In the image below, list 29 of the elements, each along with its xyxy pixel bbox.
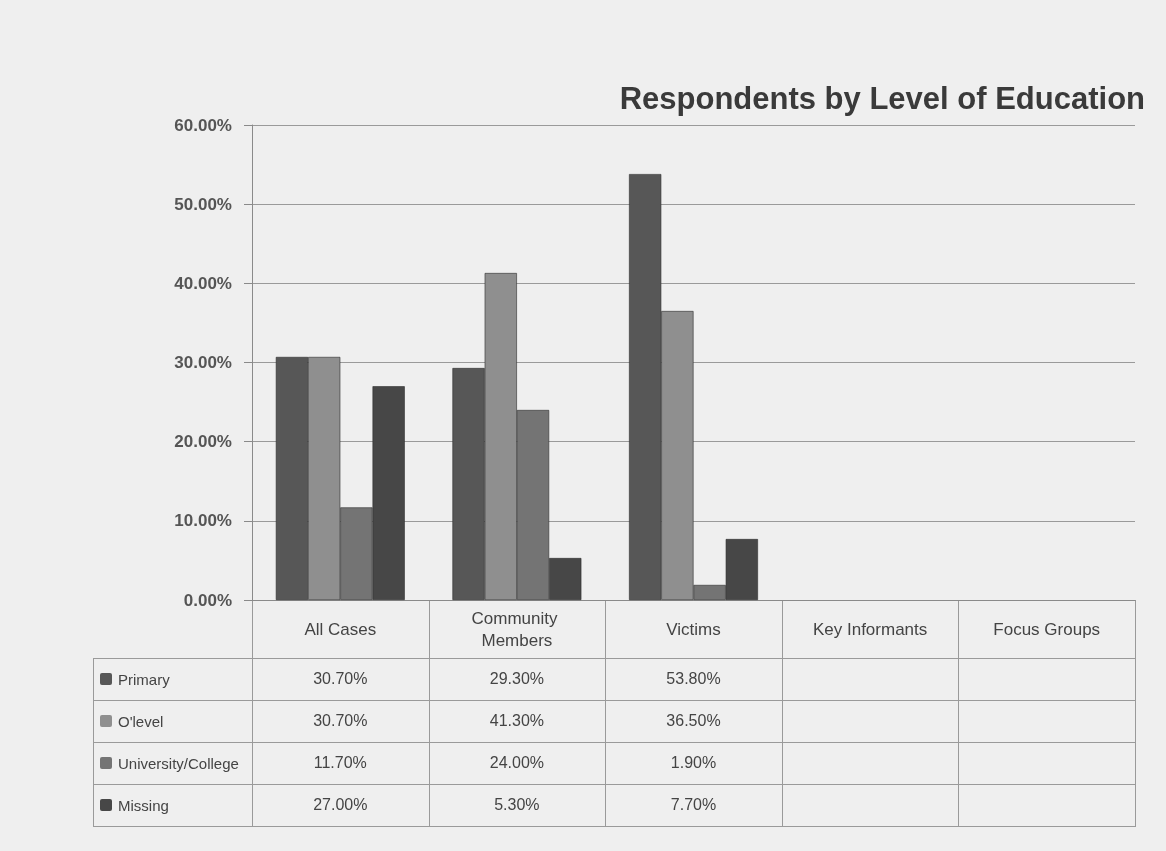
data-label: 30.70% xyxy=(313,712,368,730)
x-tick-label: Focus Groups xyxy=(993,619,1101,639)
y-tick-label: 50.00% xyxy=(174,194,232,214)
legend-label: Missing xyxy=(118,796,169,814)
data-label: 5.30% xyxy=(494,796,540,814)
y-tick-label: 40.00% xyxy=(174,273,232,293)
data-label: 29.30% xyxy=(489,670,545,688)
data-label: 7.70% xyxy=(670,796,717,814)
x-tick-label: Key Informants xyxy=(812,619,928,639)
data-label: 53.80% xyxy=(666,670,721,688)
data-label: 36.50% xyxy=(666,712,721,730)
legend-label: O'level xyxy=(118,712,164,730)
data-label: 24.00% xyxy=(489,754,545,772)
legend-label: Primary xyxy=(118,670,170,688)
data-label: 11.70% xyxy=(313,754,367,772)
y-tick-label: 10.00% xyxy=(174,511,232,531)
x-tick-label: All Cases xyxy=(304,619,377,639)
y-tick-label: 0.00% xyxy=(183,590,232,610)
x-tick-label: Community Members xyxy=(471,608,563,650)
data-label: 1.90% xyxy=(670,754,717,772)
data-label: 27.00% xyxy=(313,796,368,814)
data-label: 30.70% xyxy=(313,670,368,688)
x-tick-label: Victims xyxy=(666,619,721,639)
y-tick-label: 30.00% xyxy=(174,353,232,372)
y-tick-label: 20.00% xyxy=(174,432,232,452)
chart-title: Respondents by Level of Education xyxy=(619,81,1146,116)
data-label: 41.30% xyxy=(489,712,545,730)
legend-label: University/College xyxy=(118,754,239,772)
y-tick-label: 60.00% xyxy=(174,115,232,135)
